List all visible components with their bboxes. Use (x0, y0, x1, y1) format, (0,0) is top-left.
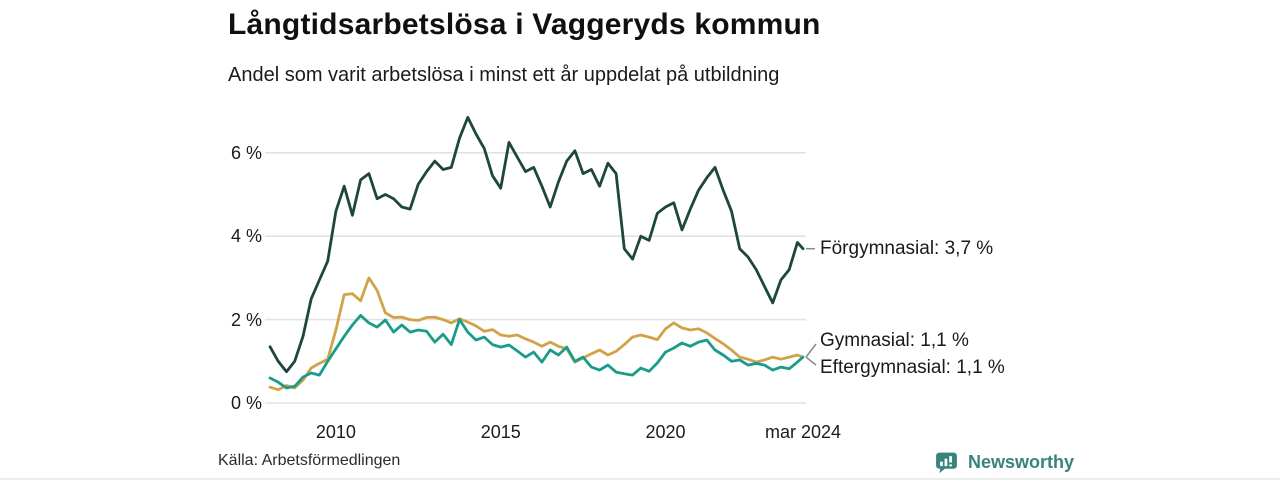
newsworthy-logo[interactable]: Newsworthy (934, 450, 1074, 475)
series-line-förgymnasial (268, 116, 805, 374)
y-tick-label: 6 % (230, 142, 262, 163)
series-line-eftergymnasial (268, 313, 805, 390)
x-tick-label: 2010 (315, 422, 356, 442)
y-tick-label: 2 % (230, 309, 262, 330)
brand-name: Newsworthy (968, 452, 1075, 472)
series-line-gymnasial (268, 276, 805, 392)
source-note: Källa: Arbetsförmedlingen (218, 452, 401, 469)
grid-lines (265, 152, 806, 404)
chart-title: Långtidsarbetslösa i Vaggeryds kommun (228, 8, 821, 41)
x-tick-label: 2015 (480, 422, 521, 442)
x-tick-label: 2020 (645, 422, 686, 442)
y-tick-label: 0 % (230, 393, 262, 413)
bar-chart-bubble-icon (934, 450, 959, 475)
series-end-label-forgymnasial: Förgymnasial: 3,7 % (820, 237, 994, 259)
series-end-label-gymnasial: Gymnasial: 1,1 % (820, 330, 969, 351)
label-connectors (805, 247, 817, 366)
y-tick-label: 4 % (230, 226, 262, 247)
x-tick-label: mar 2024 (764, 422, 842, 442)
series-end-label-eftergymnasial: Eftergymnasial: 1,1 % (820, 357, 1005, 378)
chart-subtitle: Andel som varit arbetslösa i minst ett å… (228, 64, 780, 86)
